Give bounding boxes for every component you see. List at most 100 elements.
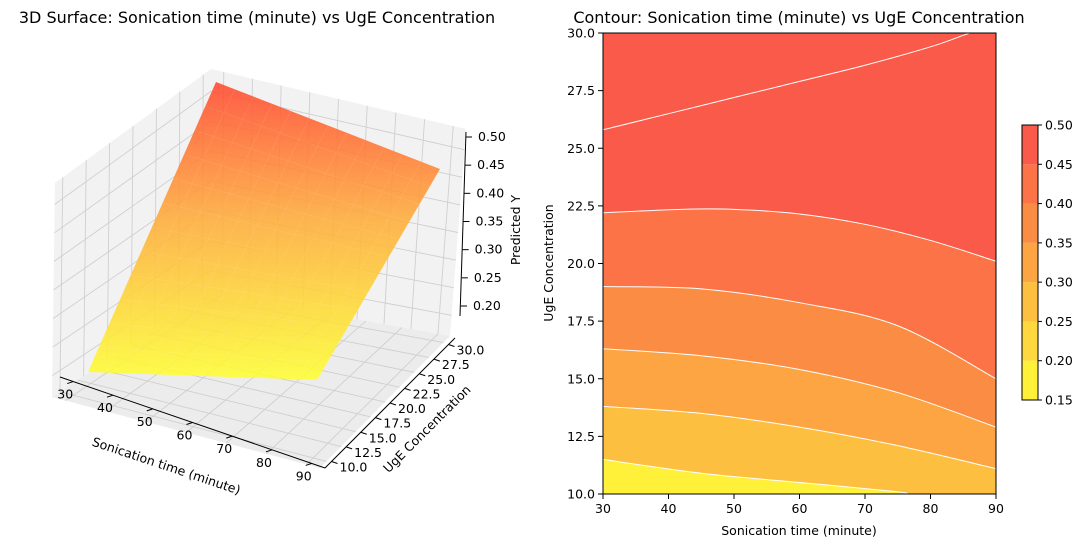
contour-y-tick-label: 17.5 [567, 314, 595, 329]
colorbar-tick-label: 0.45 [1045, 157, 1073, 172]
colorbar-segment [1022, 125, 1038, 165]
y-tick-label-3d: 12.5 [354, 445, 382, 460]
mesh-line [141, 250, 369, 293]
contour-lines [603, 33, 996, 494]
contour-y-tick-label: 20.0 [567, 256, 595, 271]
contour-y-tick-label: 10.0 [567, 487, 595, 502]
colorbar: 0.15 0.20 0.25 0.30 0.35 0.40 0.45 0.50 [1021, 118, 1073, 408]
surface-panel: 3D Surface: Sonication time (minute) vs … [19, 8, 523, 498]
colorbar-segment [1022, 203, 1038, 243]
x-tick-mark-3d [305, 462, 312, 466]
contour-line [603, 348, 996, 428]
y-tick-mark-3d [404, 387, 411, 391]
y-tick-mark-3d [389, 402, 397, 406]
colorbar-tick-label: 0.50 [1045, 118, 1073, 133]
mesh-line [98, 347, 328, 363]
colorbar-segment [1022, 321, 1038, 361]
contour-x-tick-label: 90 [988, 501, 1004, 516]
contour-line [603, 33, 970, 131]
z-axis-line [459, 131, 467, 317]
colorbar-tick-label: 0.25 [1045, 314, 1073, 329]
grid-line-floor-y [77, 379, 342, 447]
mesh-line [144, 103, 273, 375]
mesh-line [221, 132, 347, 377]
colorbar-tick-label: 0.40 [1045, 196, 1073, 211]
colorbar-tick-label: 0.30 [1045, 275, 1073, 290]
contour-panel: Contour: Sonication time (minute) vs UgE… [541, 8, 1073, 538]
x-tick-mark-3d [186, 422, 193, 425]
contour-line [603, 458, 908, 494]
contour-y-tick-label: 15.0 [567, 371, 595, 386]
z-tick-label-3d: 0.35 [476, 214, 504, 229]
contour-x-tick-label: 80 [923, 501, 939, 516]
contour-y-tick-label: 22.5 [567, 198, 595, 213]
grid-line-z [54, 90, 465, 205]
mesh-line [151, 226, 379, 275]
z-tick-label-3d: 0.20 [473, 298, 501, 313]
x-tick-label-3d: 40 [97, 400, 113, 415]
surface-mesh [98, 89, 430, 380]
colorbar-tick-label: 0.35 [1045, 235, 1073, 250]
mesh-line [194, 130, 420, 205]
x-tick-mark-3d [146, 408, 153, 412]
mesh-line [125, 96, 254, 374]
y-tick-mark-3d [331, 461, 338, 464]
x-tick-mark-3d [67, 381, 74, 385]
contour-title: Contour: Sonication time (minute) vs UgE… [573, 8, 1024, 27]
contour-y-label: UgE Concentration [541, 204, 556, 321]
contour-line [603, 405, 996, 470]
contour-x-tick-label: 50 [726, 501, 742, 516]
mesh-line [109, 323, 338, 346]
mesh-line [240, 139, 366, 378]
contour-x-tick-label: 60 [792, 501, 808, 516]
colorbar-segment [1022, 164, 1038, 204]
response-surface [88, 82, 440, 380]
mesh-line [205, 105, 430, 187]
colorbar-segment [1022, 242, 1038, 283]
y-tick-label-3d: 20.0 [398, 401, 426, 416]
y-tick-label-3d: 15.0 [369, 430, 397, 445]
mesh-line [164, 110, 291, 375]
contour-y-tick-label: 25.0 [567, 141, 595, 156]
mesh-line [259, 147, 385, 379]
mesh-line [162, 202, 389, 258]
x-tick-label-3d: 80 [256, 455, 272, 470]
mesh-line [183, 154, 410, 223]
y-tick-label-3d: 27.5 [442, 357, 470, 372]
colorbar-tick-label: 0.15 [1045, 393, 1073, 408]
z-ticks-3d: 0.20 0.25 0.30 0.35 0.40 0.45 0.50 [461, 129, 506, 313]
contour-x-tick-label: 40 [661, 501, 677, 516]
mesh-line [297, 161, 422, 380]
mesh-line [183, 118, 310, 376]
y-tick-mark-3d [419, 373, 426, 377]
y-tick-label-3d: 17.5 [383, 416, 411, 431]
contour-band [603, 459, 908, 494]
z-axis-label-3d: Predicted Y [508, 194, 523, 265]
contour-line [603, 286, 996, 380]
mesh-line [278, 154, 403, 379]
colorbar-frame [1021, 124, 1039, 401]
x-tick-label-3d: 60 [177, 428, 193, 443]
x-tick-mark-3d [265, 449, 273, 453]
contour-x-label: Sonication time (minute) [721, 523, 876, 538]
x-tick-mark-3d [106, 394, 114, 398]
contour-x-tick-label: 70 [857, 501, 873, 516]
contour-line [603, 208, 996, 262]
x-tick-label-3d: 50 [137, 414, 153, 429]
y-tick-mark-3d [448, 344, 455, 347]
z-tick-label-3d: 0.30 [475, 242, 503, 257]
y-tick-label-3d: 25.0 [427, 372, 455, 387]
contour-y-tick-label: 27.5 [567, 83, 595, 98]
grid-line-floor-y [95, 367, 356, 433]
y-tick-label-3d: 30.0 [457, 343, 485, 358]
colorbar-tick-label: 0.20 [1045, 353, 1073, 368]
grid-line-floor-y [59, 391, 327, 462]
y-tick-mark-3d [375, 417, 382, 421]
contour-x-tick-label: 30 [595, 501, 611, 516]
surface-title: 3D Surface: Sonication time (minute) vs … [19, 8, 495, 27]
mesh-line [130, 275, 359, 310]
z-tick-label-3d: 0.45 [477, 157, 505, 172]
contour-fills [603, 33, 996, 494]
contour-y-ticks: 10.0 12.5 15.0 17.5 20.0 22.5 25.0 27.5 30.0 [567, 26, 603, 502]
